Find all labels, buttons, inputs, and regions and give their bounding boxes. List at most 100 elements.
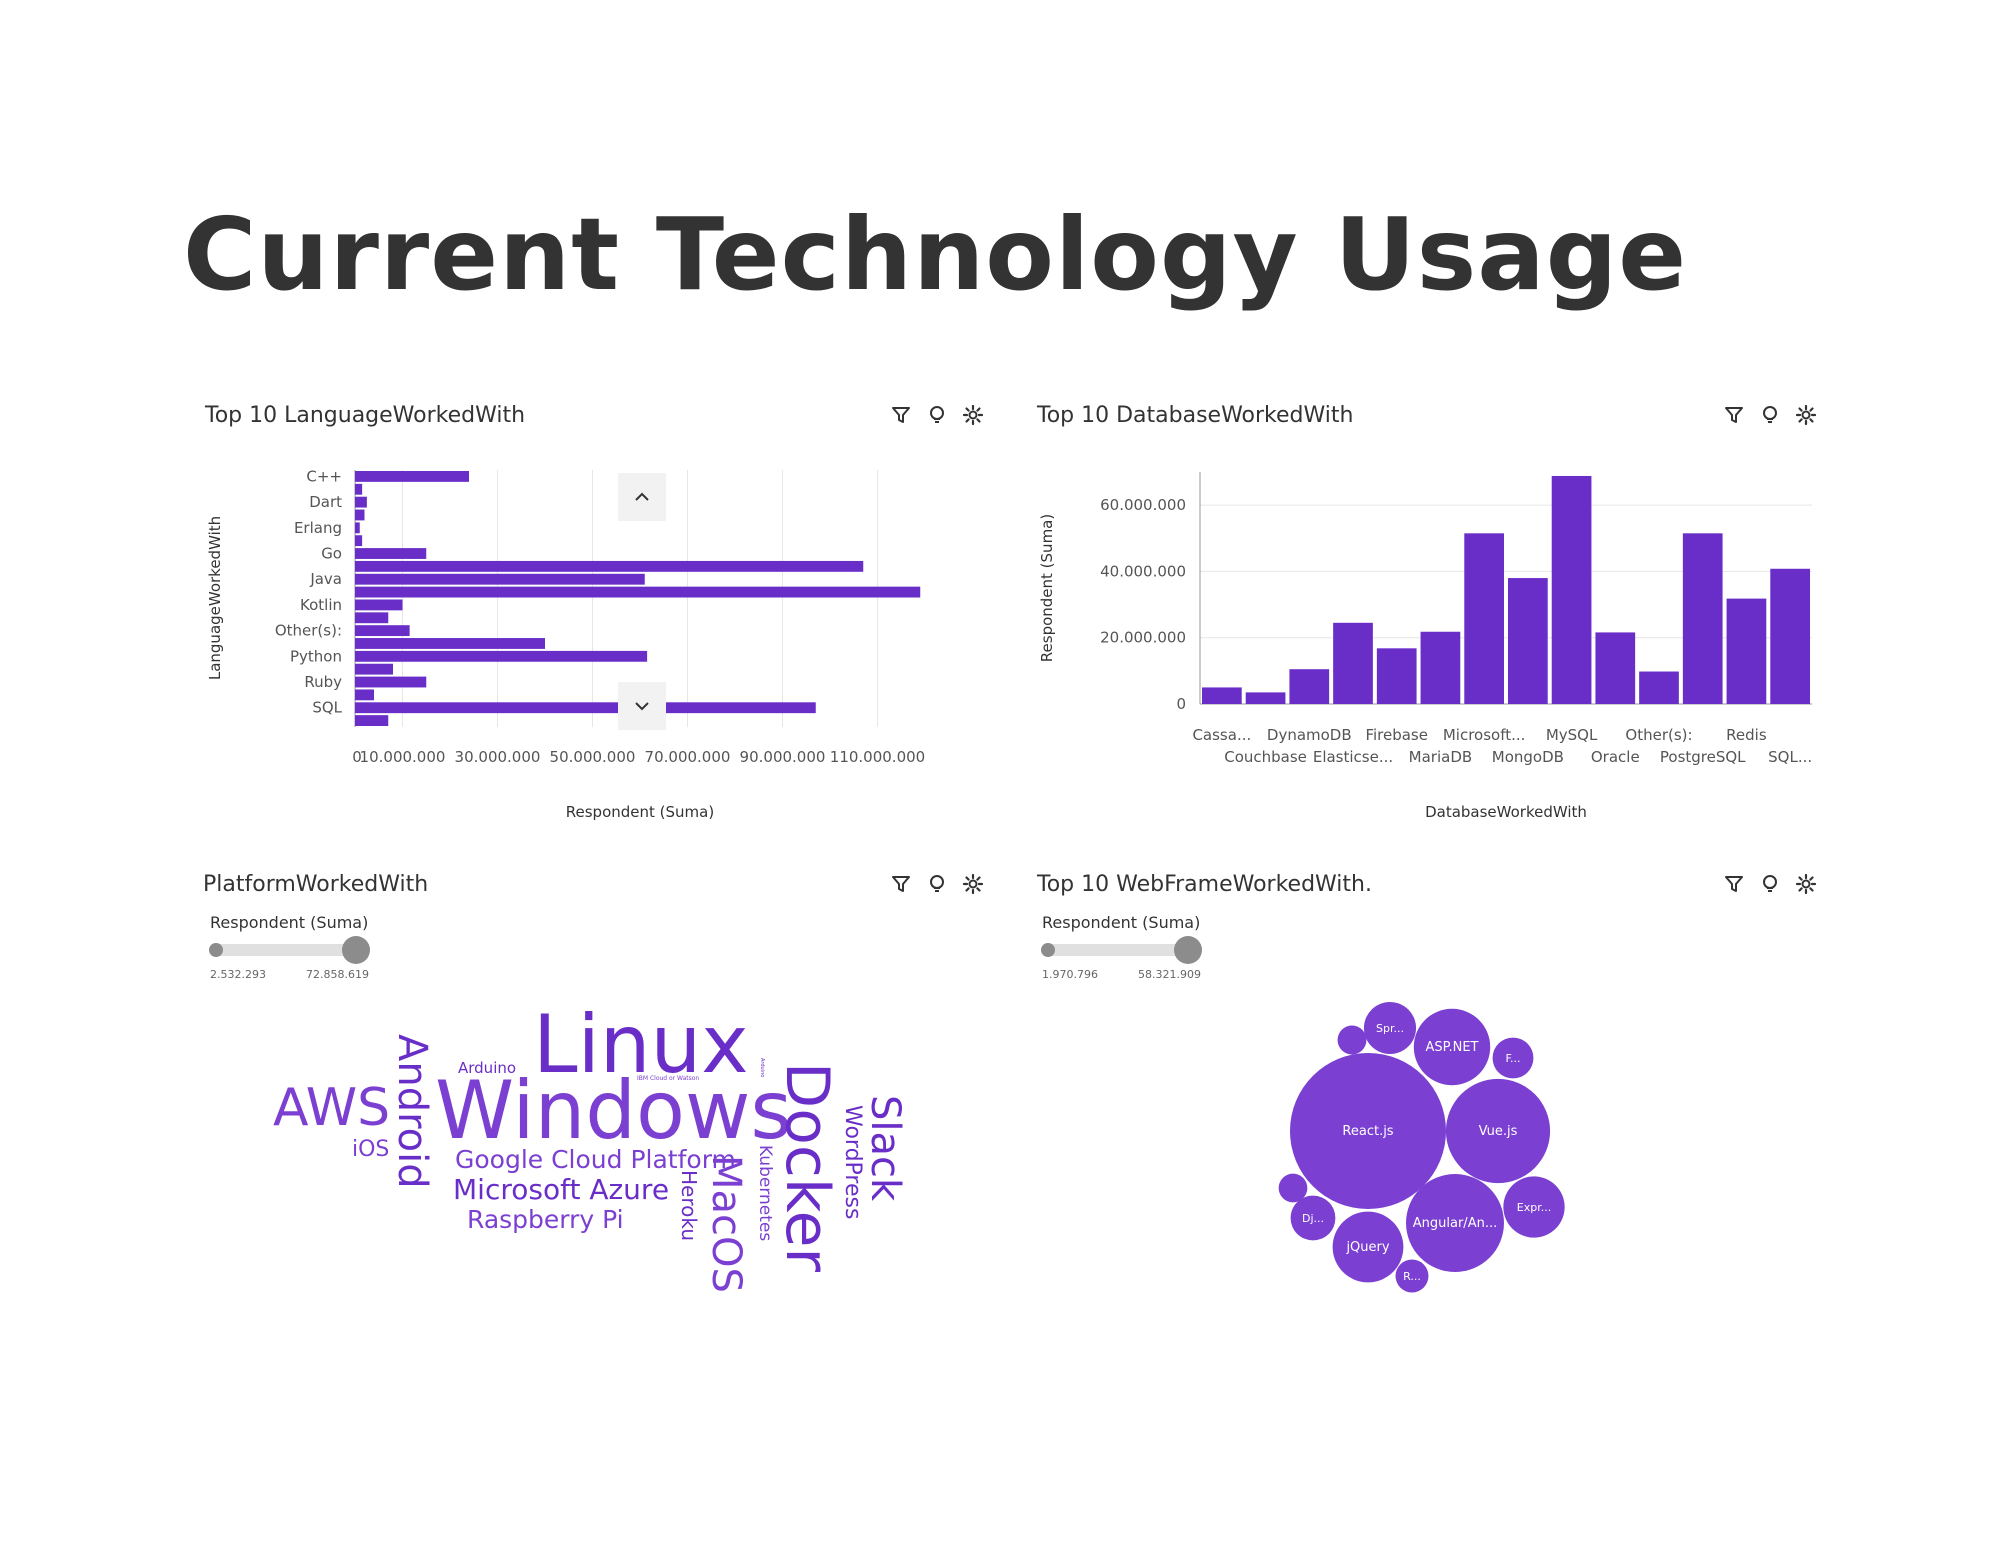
bar <box>1770 568 1810 704</box>
bubble-label: Vue.js <box>1479 1124 1518 1139</box>
x-tick-label: DynamoDB <box>1267 726 1352 744</box>
bubble <box>1413 1008 1491 1086</box>
webframe-size-slider-track[interactable] <box>1042 944 1200 956</box>
word-cloud-word: Raspberry Pi <box>467 1205 624 1234</box>
x-axis-label: Respondent (Suma) <box>566 803 714 821</box>
y-tick-label: 60.000.000 <box>1100 496 1186 514</box>
bubble <box>1503 1176 1565 1238</box>
bar <box>355 509 365 521</box>
word-cloud-word: Linux <box>533 998 749 1091</box>
bar <box>355 471 469 482</box>
y-axis-label: LanguageWorkedWith <box>206 516 224 680</box>
filter-icon[interactable] <box>890 404 912 426</box>
bar <box>1202 687 1242 704</box>
bar <box>355 522 360 534</box>
lightbulb-icon[interactable] <box>1759 873 1781 895</box>
y-tick-label: 20.000.000 <box>1100 629 1186 647</box>
database-chart-toolbar <box>1723 404 1817 426</box>
bubble-label: jQuery <box>1345 1240 1389 1255</box>
y-tick-label: 0 <box>1176 695 1186 713</box>
x-tick-label: Elasticse... <box>1313 748 1393 766</box>
bar <box>355 638 545 649</box>
platform-chart-title: PlatformWorkedWith <box>203 872 429 897</box>
bar <box>355 548 427 559</box>
webframe-size-max-value: 58.321.909 <box>1138 968 1201 981</box>
bubble <box>1363 1001 1417 1055</box>
x-tick-label: Couchbase <box>1224 748 1307 766</box>
bar <box>355 496 367 508</box>
lightbulb-icon[interactable] <box>926 404 948 426</box>
language-chart-title: Top 10 LanguageWorkedWith <box>205 403 526 428</box>
filter-icon[interactable] <box>1723 404 1745 426</box>
x-tick-label: 0 <box>352 748 362 766</box>
chevron-down-icon <box>635 702 649 711</box>
bar <box>1420 631 1461 704</box>
bar <box>355 663 393 675</box>
webframe-size-slider-max-handle[interactable] <box>1174 936 1202 964</box>
bar <box>355 586 921 598</box>
lightbulb-icon[interactable] <box>1759 404 1781 426</box>
bubble <box>1406 1174 1504 1272</box>
word-cloud-word: Slack <box>862 1095 908 1202</box>
filter-icon[interactable] <box>890 873 912 895</box>
x-tick-label: Microsoft... <box>1443 726 1526 744</box>
bar <box>355 573 645 585</box>
word-cloud-word: AWS <box>273 1078 390 1138</box>
platform-size-slider-track[interactable] <box>210 944 368 956</box>
bubble <box>1278 1173 1308 1203</box>
x-tick-label: Oracle <box>1591 748 1640 766</box>
platform-size-slider-max-handle[interactable] <box>342 936 370 964</box>
x-tick-label: MySQL <box>1546 726 1598 744</box>
webframe-chart-title: Top 10 WebFrameWorkedWith. <box>1037 872 1372 897</box>
x-tick-label: Other(s): <box>1625 726 1692 744</box>
y-tick-label: Other(s): <box>275 622 342 640</box>
word-cloud-word: Docker <box>772 1062 842 1272</box>
settings-gear-icon[interactable] <box>1795 404 1817 426</box>
bubble <box>1290 1195 1336 1241</box>
settings-gear-icon[interactable] <box>962 404 984 426</box>
y-tick-label: SQL <box>312 699 342 717</box>
bubble <box>1290 1053 1446 1209</box>
bar <box>1595 632 1636 704</box>
settings-gear-icon[interactable] <box>962 873 984 895</box>
y-tick-label: 40.000.000 <box>1100 562 1186 580</box>
x-tick-label: Cassa... <box>1192 726 1251 744</box>
x-tick-label: 10.000.000 <box>360 748 446 766</box>
filter-icon[interactable] <box>1723 873 1745 895</box>
bar <box>355 702 816 714</box>
webframe-size-slider-min-handle[interactable] <box>1041 943 1055 957</box>
lightbulb-icon[interactable] <box>926 873 948 895</box>
bar <box>355 612 389 624</box>
x-tick-label: 50.000.000 <box>550 748 636 766</box>
bar <box>1726 598 1767 704</box>
word-cloud-word: Microsoft Azure <box>453 1173 669 1206</box>
bar <box>1464 533 1504 704</box>
platform-size-slider-min-handle[interactable] <box>209 943 223 957</box>
bubble-label: ASP.NET <box>1426 1040 1479 1055</box>
scroll-up-button[interactable] <box>618 473 666 521</box>
y-tick-label: Dart <box>309 493 342 511</box>
webframe-size-legend-label: Respondent (Suma) <box>1042 913 1201 932</box>
bubble-label: Angular/An... <box>1413 1216 1497 1231</box>
x-tick-label: 70.000.000 <box>645 748 731 766</box>
x-tick-label: 110.000.000 <box>830 748 925 766</box>
bar <box>355 625 410 637</box>
bubble-label: F... <box>1505 1052 1520 1065</box>
bar <box>1682 533 1723 704</box>
bubble <box>1492 1037 1534 1079</box>
bar <box>1551 475 1592 704</box>
bar <box>355 715 389 726</box>
word-cloud-word: IBM Cloud or Watson <box>637 1075 699 1082</box>
x-tick-label: 90.000.000 <box>740 748 826 766</box>
platform-size-max-value: 72.858.619 <box>306 968 369 981</box>
y-axis-label: Respondent (Suma) <box>1038 514 1056 662</box>
scroll-down-button[interactable] <box>618 682 666 730</box>
bar <box>1508 578 1548 704</box>
bar <box>355 676 427 688</box>
bar <box>1333 622 1373 704</box>
webframe-chart-toolbar <box>1723 873 1817 895</box>
bar <box>1376 648 1417 704</box>
settings-gear-icon[interactable] <box>1795 873 1817 895</box>
